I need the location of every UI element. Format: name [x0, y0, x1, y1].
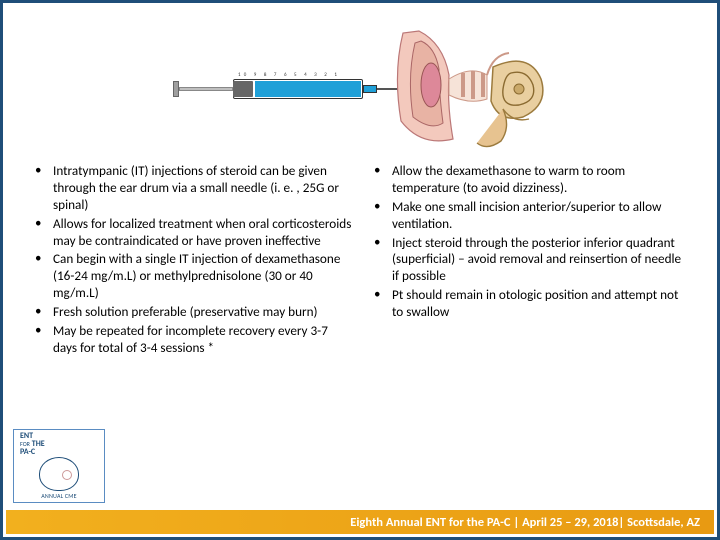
- list-item: Fresh solution preferable (preservative …: [29, 304, 352, 321]
- list-item: Make one small incision anterior/superio…: [368, 199, 691, 233]
- logo-line3: PA-C: [20, 447, 35, 457]
- content-columns: Intratympanic (IT) injections of steroid…: [3, 153, 717, 537]
- right-column: Allow the dexamethasone to warm to room …: [368, 163, 691, 537]
- ent-pac-logo: ENT FOR THE PA-C ANNUAL CME: [13, 429, 105, 503]
- logo-subtitle: ANNUAL CME: [41, 492, 77, 500]
- list-item: Allows for localized treatment when oral…: [29, 216, 352, 250]
- logo-text: ENT FOR THE PA-C: [16, 432, 102, 456]
- footer-text: Eighth Annual ENT for the PA-C | April 2…: [350, 515, 700, 530]
- syringe-icon: [173, 75, 403, 103]
- footer-bar: Eighth Annual ENT for the PA-C | April 2…: [6, 510, 714, 534]
- slide-frame: Intratympanic (IT) injections of steroid…: [0, 0, 720, 540]
- list-item: Pt should remain in otologic position an…: [368, 287, 691, 321]
- list-item: Can begin with a single IT injection of …: [29, 251, 352, 302]
- right-bullet-list: Allow the dexamethasone to warm to room …: [368, 163, 691, 321]
- head-profile-icon: [39, 457, 79, 491]
- hero-illustration: [3, 3, 717, 153]
- ear-anatomy-icon: [391, 13, 571, 153]
- left-bullet-list: Intratympanic (IT) injections of steroid…: [29, 163, 352, 357]
- list-item: Allow the dexamethasone to warm to room …: [368, 163, 691, 197]
- list-item: Intratympanic (IT) injections of steroid…: [29, 163, 352, 214]
- list-item: May be repeated for incomplete recovery …: [29, 323, 352, 357]
- list-item: Inject steroid through the posterior inf…: [368, 235, 691, 286]
